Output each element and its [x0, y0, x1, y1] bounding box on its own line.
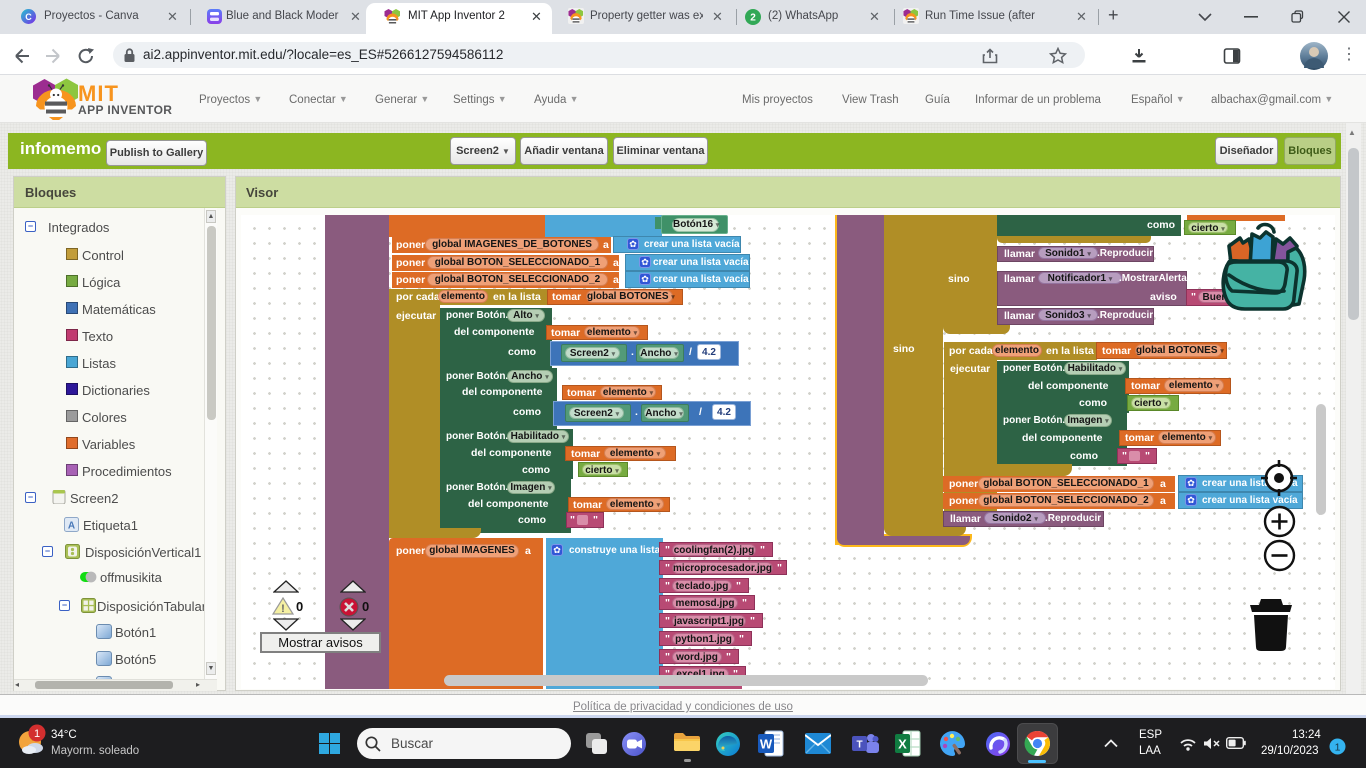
- svg-text:X: X: [898, 737, 907, 752]
- svg-text:T: T: [856, 740, 862, 751]
- svg-text:C: C: [25, 12, 32, 22]
- svg-text:A: A: [68, 521, 75, 532]
- svg-text:!: !: [281, 603, 285, 615]
- svg-text:2: 2: [750, 13, 756, 24]
- svg-text:1: 1: [34, 728, 40, 740]
- svg-text:W: W: [760, 737, 773, 752]
- svg-text:1: 1: [1335, 742, 1341, 754]
